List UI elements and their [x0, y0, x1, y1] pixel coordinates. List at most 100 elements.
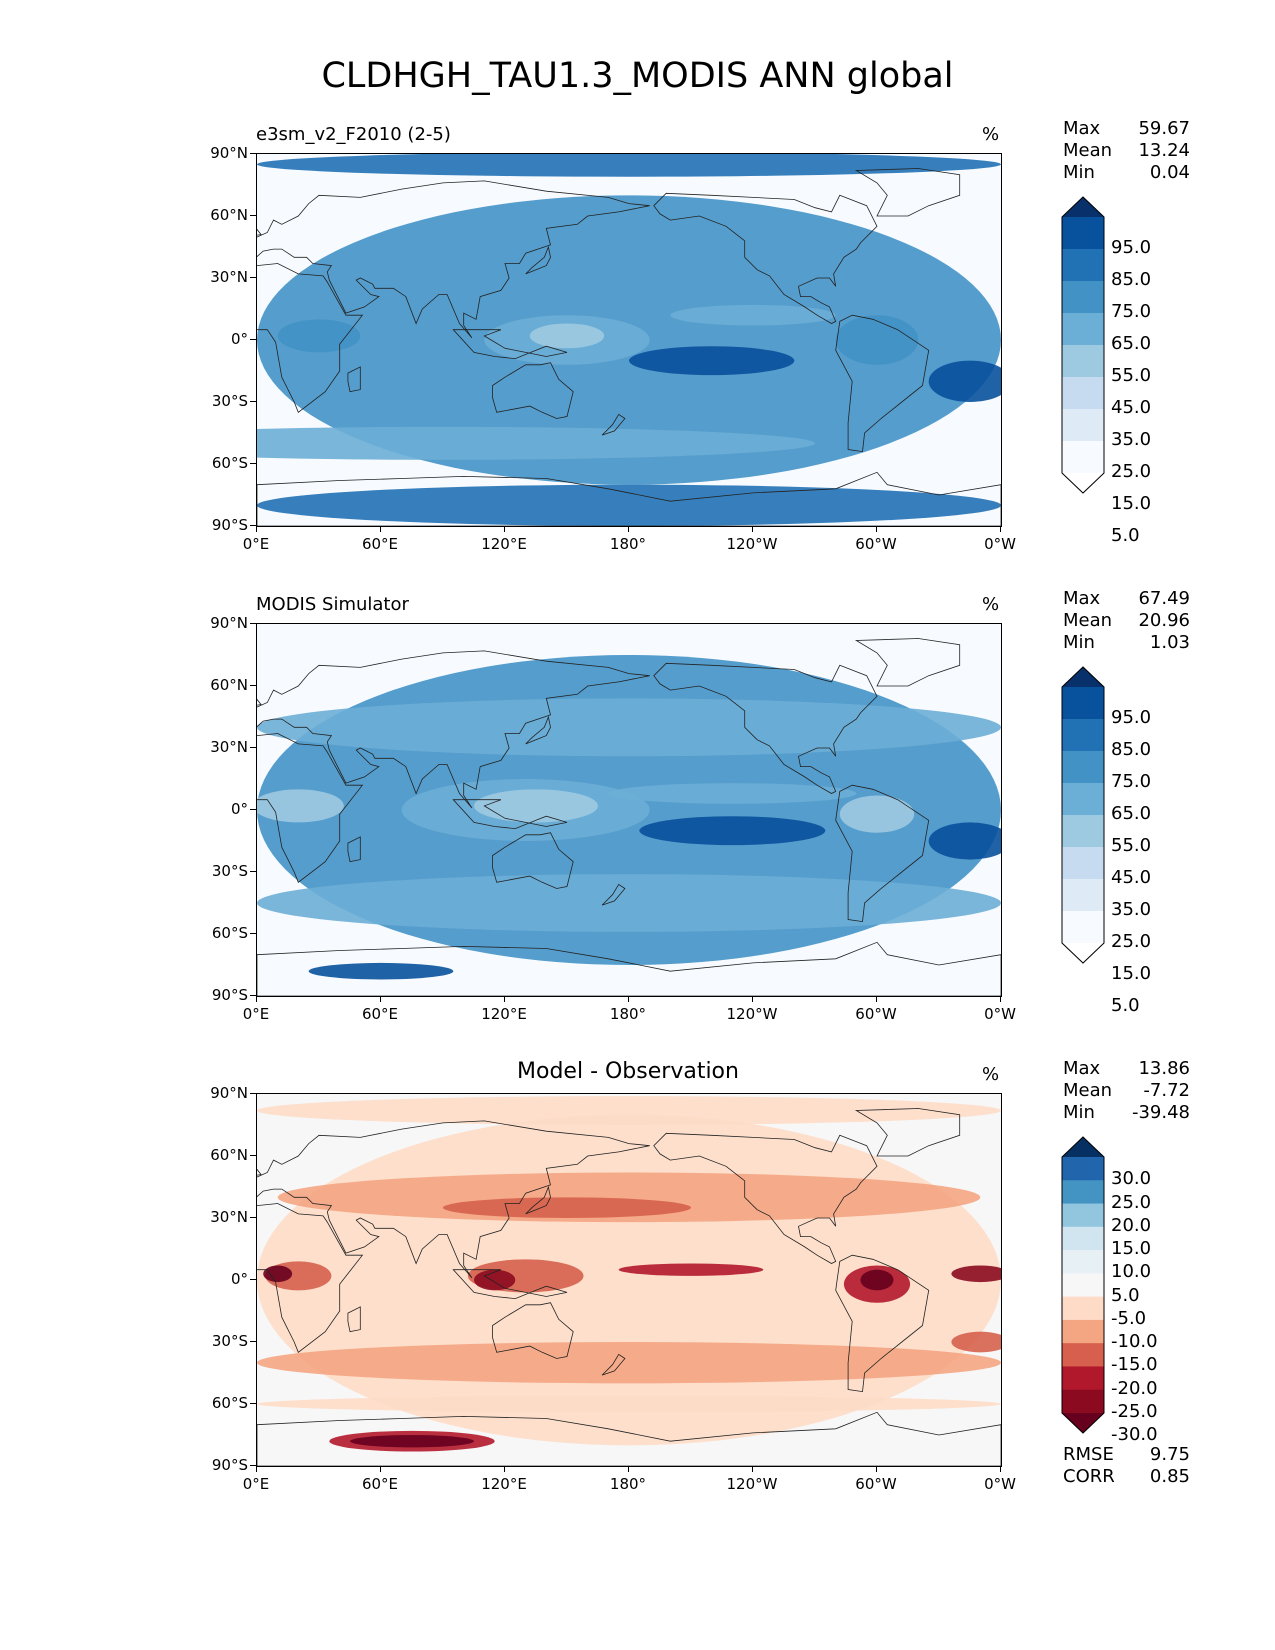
colorbar-tick-label: 95.0: [1111, 707, 1152, 728]
units-label: %: [982, 124, 1000, 145]
colorbar-tick-label: 75.0: [1111, 301, 1152, 322]
field-region: [951, 1265, 1001, 1283]
lat-tick-label: 30°N: [210, 738, 248, 756]
colorbar-tick-label: -25.0: [1111, 1401, 1158, 1422]
colorbar-extend-bottom: [1062, 1413, 1104, 1433]
stat-value: 20.96: [1138, 610, 1190, 631]
stats-block: Max 59.67 Mean 13.24 Min 0.04: [1063, 118, 1190, 184]
lon-tick-mark: [628, 526, 629, 532]
stat-value: -39.48: [1131, 1102, 1190, 1123]
stat-label: Min: [1063, 632, 1095, 653]
coastline-australia: [492, 362, 574, 419]
coastline-north-america: [653, 662, 878, 794]
colorbar-tick-label: 20.0: [1111, 1214, 1152, 1236]
colorbar-outline: [1061, 1136, 1105, 1434]
colorbar-tick-label: 25.0: [1111, 461, 1152, 482]
colorbar-tick-label: 65.0: [1111, 803, 1152, 824]
lon-tick-mark: [256, 1466, 257, 1472]
map-area: [256, 153, 1002, 527]
field-region: [257, 154, 1001, 177]
field-region: [257, 698, 1001, 757]
colorbar-tick-label: 25.0: [1111, 1191, 1152, 1213]
map-svg: [257, 624, 1001, 996]
stat-label: Max: [1063, 588, 1101, 609]
colorbar-band: [1062, 783, 1104, 816]
field-region: [839, 795, 915, 833]
lat-tick-mark: [250, 277, 256, 278]
map-area: [256, 1093, 1002, 1467]
coastline-new-zealand: [601, 883, 626, 906]
colorbar-band: [1062, 847, 1104, 880]
stat-value: 13.24: [1138, 140, 1190, 161]
colorbar-tick-label: 45.0: [1111, 397, 1152, 418]
lon-tick-label: 60°E: [361, 1475, 399, 1493]
colorbar-svg: [1061, 666, 1105, 964]
field-region: [257, 1096, 1001, 1125]
colorbar-tick-label: -20.0: [1111, 1377, 1158, 1399]
colorbar-band: [1062, 217, 1104, 250]
lat-tick-mark: [250, 871, 256, 872]
field-region: [608, 783, 857, 804]
lat-tick-label: 0°: [230, 1270, 248, 1288]
coastline-japan: [525, 245, 551, 275]
stat-label: Mean: [1063, 140, 1113, 161]
lat-tick-label: 30°S: [211, 1332, 248, 1350]
colorbar: 30.0 25.0 20.0 15.0 10.0 5.0 -5.0 -10.0 -15.0 -20…: [1061, 1136, 1158, 1445]
field-region: [474, 1269, 516, 1291]
coastline-indonesia: [452, 1269, 568, 1300]
field-region: [350, 1435, 474, 1448]
colorbar-tick-label: 15.0: [1111, 963, 1152, 984]
metric-value: 0.85: [1149, 1466, 1190, 1487]
colorbar-svg: [1061, 196, 1105, 494]
coastline-greenland: [854, 168, 961, 217]
lat-tick-mark: [250, 1093, 256, 1094]
coastline-greenland: [854, 1108, 961, 1157]
colorbar-extend-bottom: [1062, 943, 1104, 963]
lat-tick-mark: [250, 1279, 256, 1280]
colorbar-band: [1062, 441, 1104, 474]
coastline-south-america: [835, 1254, 930, 1393]
colorbar-tick-label: -10.0: [1111, 1331, 1158, 1353]
lat-tick-label: 30°N: [210, 268, 248, 286]
colorbar-band: [1062, 409, 1104, 442]
coastline-japan: [525, 715, 551, 745]
lon-tick-label: 120°E: [481, 1475, 527, 1493]
colorbar: 95.0 85.0 75.0 65.0 55.0 45.0 35.0 25.0 15.0 5.0: [1061, 196, 1151, 546]
field-region: [529, 323, 605, 349]
field-region: [257, 426, 815, 460]
lat-tick-label: 60°N: [210, 1146, 248, 1164]
colorbar-band: [1062, 1273, 1104, 1298]
lat-tick-mark: [250, 1403, 256, 1404]
coastline-new-zealand: [601, 413, 626, 436]
lon-tick-label: 60°W: [855, 1005, 897, 1023]
colorbar-extend-top: [1062, 1137, 1104, 1157]
coastline-new-zealand: [601, 1353, 626, 1376]
colorbar-band: [1062, 377, 1104, 410]
colorbar-band: [1062, 1366, 1104, 1391]
colorbar-band: [1062, 281, 1104, 314]
lon-tick-mark: [504, 526, 505, 532]
lat-tick-mark: [250, 1465, 256, 1466]
lon-tick-mark: [1000, 996, 1001, 1002]
lon-tick-mark: [1000, 1466, 1001, 1472]
colorbar-tick-label: 5.0: [1111, 995, 1140, 1016]
stat-label: Mean: [1063, 1080, 1113, 1101]
colorbar-band: [1062, 1157, 1104, 1181]
colorbar-tick-label: -5.0: [1111, 1307, 1147, 1329]
colorbar-tick-label: 30.0: [1111, 1168, 1152, 1190]
colorbar-outline: [1061, 196, 1105, 494]
lon-tick-mark: [380, 996, 381, 1002]
lon-tick-mark: [380, 1466, 381, 1472]
colorbar-tick-label: 25.0: [1111, 931, 1152, 952]
field-region: [928, 360, 1001, 402]
colorbar-band: [1062, 1296, 1104, 1321]
lat-tick-mark: [250, 525, 256, 526]
field-region: [257, 874, 1001, 932]
field-region: [474, 789, 598, 823]
lon-tick-mark: [256, 526, 257, 532]
lat-tick-mark: [250, 685, 256, 686]
lon-tick-label: 0°E: [242, 1005, 270, 1023]
colorbar-band: [1062, 1250, 1104, 1274]
colorbar-band: [1062, 1226, 1104, 1251]
lon-tick-mark: [876, 526, 877, 532]
